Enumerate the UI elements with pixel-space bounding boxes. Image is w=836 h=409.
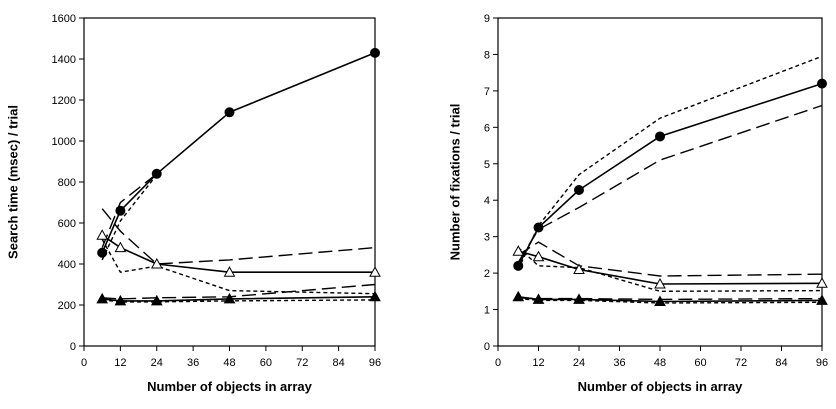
search-time-series-6-point [369, 290, 381, 302]
fixations-series-4-line [517, 241, 823, 277]
search-time-x-tick-label: 84 [333, 357, 345, 369]
fixations-series-3-point [532, 250, 545, 262]
search-time-y-tick-label: 1200 [52, 95, 76, 107]
search-time-y-axis-title: Search time (msec) / trial [5, 105, 20, 259]
fixations-x-tick-label: 84 [775, 357, 787, 369]
fixations-series-6-point [816, 294, 828, 305]
search-time-x-tick-label: 60 [260, 357, 272, 369]
fixations-y-tick-label: 5 [484, 159, 490, 171]
search-time-series-0-point [224, 107, 235, 118]
search-time-series-0-point [370, 47, 380, 58]
fixations-series-2-line [517, 55, 823, 270]
search-time-series-3-line [101, 234, 375, 274]
search-time-series-6-point [223, 292, 236, 304]
fixations-series-6-point [512, 290, 525, 302]
fixations-series-0-point [574, 185, 584, 196]
fixations-y-tick-label: 2 [484, 268, 490, 280]
search-time-series-0-line [101, 52, 376, 254]
search-time-series-2-line [101, 174, 158, 261]
fixations-series-0-point [655, 131, 665, 142]
fixations-series-3-point [816, 277, 828, 288]
search-time-y-tick-label: 1000 [52, 136, 76, 148]
search-time-series-6-point [114, 294, 127, 306]
fixations-y-tick-label: 4 [484, 195, 490, 207]
search-time-x-tick-label: 36 [187, 357, 199, 369]
fixations-y-axis-title: Number of fixations / trial [447, 104, 462, 261]
fixations-series-0-point [513, 260, 524, 271]
search-time-series-0-point [97, 247, 108, 258]
search-time-y-tick-label: 600 [58, 218, 76, 230]
fixations-x-tick-label: 72 [735, 357, 747, 369]
fixations-x-tick-label: 48 [654, 357, 666, 369]
search-time-series-4-line [101, 208, 376, 265]
search-time-series-8-line [102, 299, 376, 303]
fixations-x-tick-label: 36 [613, 357, 625, 369]
fixations-series-6-point [654, 295, 666, 306]
fixations-x-tick-label: 96 [816, 357, 828, 369]
fixations-series-3-point [573, 263, 585, 274]
fixations-series-6-point [532, 293, 545, 304]
fixations-x-tick-label: 60 [694, 357, 706, 369]
search-time-x-tick-label: 96 [369, 357, 381, 369]
search-time-x-tick-label: 12 [114, 357, 126, 369]
search-time-y-tick-label: 800 [58, 177, 76, 189]
search-time-series-1-line [101, 173, 158, 248]
fixations-series-0-line [517, 82, 823, 267]
search-time-x-tick-label: 48 [223, 357, 235, 369]
fixations-series-3-point [512, 245, 525, 256]
search-time-series-3-point [369, 266, 381, 277]
fixations-y-tick-label: 3 [484, 232, 490, 244]
search-time-series-6-point [96, 292, 109, 304]
fixations-series-0-point [533, 222, 544, 233]
search-time-series-3-point [114, 241, 127, 253]
search-time-series-3-point [223, 266, 236, 277]
fixations-series-0-point [817, 78, 827, 89]
search-time-series-3-point [96, 229, 109, 240]
search-time-series-5-line [101, 239, 376, 295]
fixations-y-tick-label: 9 [484, 13, 490, 25]
search-time-series-0-point [151, 168, 162, 179]
fixations-y-tick-label: 8 [484, 49, 490, 61]
fixations-x-tick-label: 0 [495, 357, 501, 369]
search-time-y-tick-label: 200 [58, 300, 76, 312]
fixations-series-5-line [517, 247, 823, 292]
search-time-series-6-point [150, 294, 163, 306]
fixations-y-tick-label: 0 [484, 341, 490, 353]
search-time-y-tick-label: 1400 [52, 54, 76, 66]
fixations-y-tick-label: 7 [484, 86, 490, 98]
fixations-y-tick-label: 6 [484, 122, 490, 134]
search-time-x-tick-label: 72 [296, 357, 308, 369]
fixations-x-axis-title: Number of objects in array [578, 379, 743, 394]
search-time-x-tick-label: 24 [151, 357, 163, 369]
search-time-y-tick-label: 400 [58, 259, 76, 271]
search-time-series-0-point [115, 205, 126, 216]
search-time-x-axis-title: Number of objects in array [147, 379, 312, 394]
search-time-y-tick-label: 1600 [52, 13, 76, 25]
search-time-chart: 0 200 400 600 800 1000 1200 1400 1600 0 12 24 36 48 60… [5, 13, 381, 394]
fixations-series-6-point [573, 293, 585, 304]
fixations-y-tick-label: 1 [484, 305, 490, 317]
fixations-x-tick-label: 12 [532, 357, 544, 369]
fixations-series-3-point [654, 277, 666, 289]
search-time-y-tick-label: 0 [70, 341, 76, 353]
search-time-series-7-line [102, 283, 376, 300]
fixations-series-1-line [517, 104, 823, 263]
search-time-x-tick-label: 0 [81, 357, 87, 369]
fixations-x-tick-label: 24 [573, 357, 585, 369]
search-time-series-3-point [150, 257, 163, 269]
